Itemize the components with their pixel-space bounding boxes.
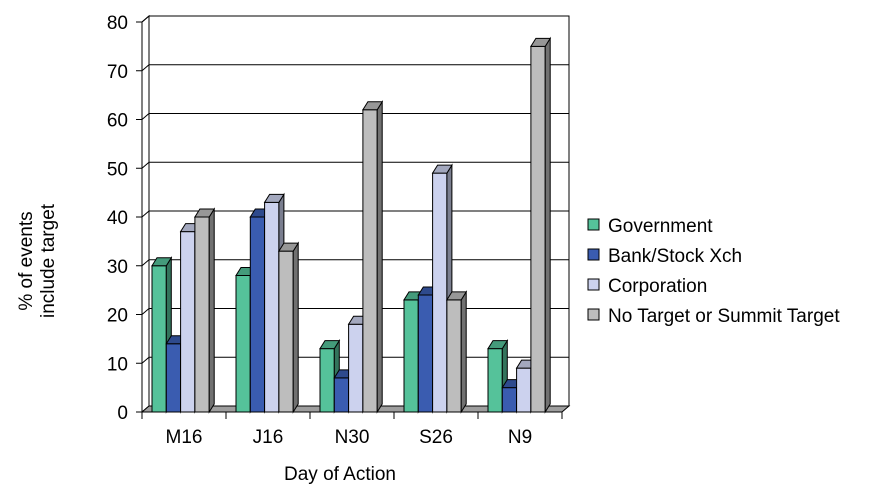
bar-front bbox=[319, 348, 335, 413]
legend-swatch bbox=[587, 218, 600, 231]
bar-top bbox=[193, 208, 216, 218]
bar-top bbox=[319, 340, 341, 350]
y-tick-label: 30 bbox=[107, 257, 128, 278]
bars bbox=[151, 36, 552, 414]
x-tick-label: J16 bbox=[253, 427, 284, 448]
gridline bbox=[141, 113, 569, 120]
legend-label: Government bbox=[608, 216, 713, 237]
bar-front bbox=[235, 275, 251, 413]
bar bbox=[529, 36, 552, 414]
bar-side bbox=[292, 241, 299, 414]
y-tick-label: 80 bbox=[107, 13, 128, 34]
y-tick-label: 60 bbox=[107, 111, 128, 132]
bar-side bbox=[376, 100, 383, 414]
bar-front bbox=[348, 323, 364, 413]
x-tick-label: N9 bbox=[508, 427, 532, 448]
bar bbox=[193, 207, 216, 414]
legend-item: No Target or Summit Target bbox=[587, 306, 840, 327]
gridline bbox=[141, 161, 569, 169]
y-tick-label: 50 bbox=[107, 159, 128, 180]
bar bbox=[361, 100, 384, 414]
legend: Government Bank/Stock Xch Corporation No Ta… bbox=[587, 216, 840, 327]
y-tick-labels: 0 10 20 30 40 50 60 70 80 bbox=[107, 13, 128, 424]
bar-top bbox=[487, 340, 509, 350]
y-tick-label: 10 bbox=[107, 354, 128, 375]
bar-top bbox=[151, 257, 173, 267]
bar-front bbox=[501, 387, 518, 413]
bar-front bbox=[264, 201, 280, 413]
legend-swatch bbox=[587, 278, 600, 291]
bar-front bbox=[432, 172, 448, 413]
y-axis-title-line2: include target bbox=[38, 203, 59, 318]
bar-front bbox=[516, 367, 532, 413]
y-tick-label: 20 bbox=[107, 306, 128, 327]
bar-front bbox=[194, 216, 210, 413]
bar-front bbox=[249, 216, 266, 413]
bar-top bbox=[529, 37, 552, 47]
gridlines bbox=[141, 15, 569, 364]
y-tick-label: 0 bbox=[117, 403, 128, 424]
bar-front bbox=[530, 45, 546, 413]
bar bbox=[487, 338, 509, 414]
x-tick-label: M16 bbox=[166, 427, 203, 448]
y-tick-label: 70 bbox=[107, 62, 128, 83]
bar-top bbox=[277, 242, 300, 252]
bar-side bbox=[544, 36, 551, 414]
legend-item: Corporation bbox=[587, 276, 707, 297]
gridline bbox=[141, 259, 569, 267]
y-axis-title-line1: % of events bbox=[16, 211, 37, 310]
bar-side bbox=[460, 290, 467, 414]
bar bbox=[445, 290, 468, 414]
bar-front bbox=[487, 348, 503, 413]
x-tick-label: N30 bbox=[335, 427, 370, 448]
bar bbox=[277, 241, 300, 414]
bar-front bbox=[417, 294, 434, 413]
bar-front bbox=[362, 109, 378, 413]
legend-item: Government bbox=[587, 216, 713, 237]
x-tick-label: S26 bbox=[419, 427, 453, 448]
bar-front bbox=[151, 265, 167, 413]
bar-front bbox=[403, 299, 419, 413]
legend-label: Corporation bbox=[608, 276, 707, 297]
bar-top bbox=[361, 101, 384, 111]
legend-item: Bank/Stock Xch bbox=[587, 246, 742, 267]
bar-front bbox=[278, 250, 294, 413]
y-tick-label: 40 bbox=[107, 208, 128, 229]
x-tick-labels: M16 J16 N30 S26 N9 bbox=[166, 427, 533, 448]
gridline bbox=[141, 15, 569, 23]
y-axis-title: % of events include target bbox=[16, 203, 59, 318]
bar-top bbox=[445, 291, 468, 301]
bar-top bbox=[263, 193, 285, 203]
bar-front bbox=[180, 231, 196, 413]
legend-swatch bbox=[587, 248, 600, 261]
bar-front bbox=[446, 299, 462, 413]
gridline bbox=[141, 210, 569, 218]
bar-side bbox=[208, 207, 215, 414]
bar-top bbox=[431, 164, 453, 174]
gridline bbox=[141, 64, 569, 72]
legend-label: Bank/Stock Xch bbox=[608, 246, 742, 267]
x-axis-title: Day of Action bbox=[284, 464, 396, 485]
legend-swatch bbox=[587, 308, 600, 321]
legend-label: No Target or Summit Target bbox=[608, 306, 840, 327]
bar-front bbox=[165, 343, 182, 413]
bar-front bbox=[333, 377, 350, 413]
